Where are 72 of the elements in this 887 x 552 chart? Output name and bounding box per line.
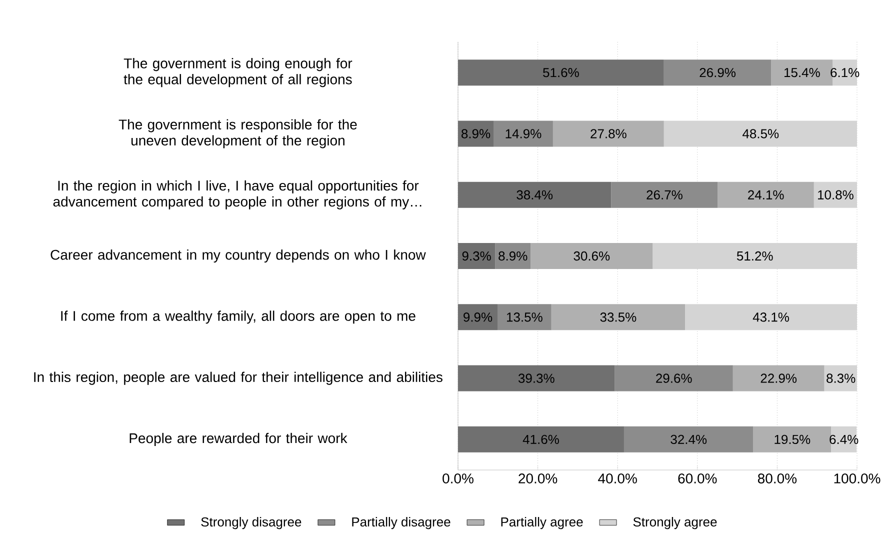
- legend-label: Strongly disagree: [201, 516, 302, 530]
- bar: [664, 120, 858, 147]
- legend-label: Partially disagree: [352, 516, 450, 530]
- y-tick-label: In this region, people are valued for their intelligence and abilities: [34, 372, 442, 385]
- bar: [551, 304, 686, 330]
- y-tick-label: Career advancement in my country depends on who I know: [50, 249, 426, 263]
- y-tick-label: In the region in which I live, I have equal opportunities for advancement compared to people in other regions of my…: [53, 180, 422, 210]
- data-label: 9.9%: [464, 312, 492, 322]
- y-tick-label: People are rewarded for their work: [130, 432, 348, 446]
- bar: [831, 426, 857, 452]
- data-label: 39.3%: [518, 374, 554, 383]
- bar: [458, 365, 615, 392]
- data-label: 48.5%: [742, 129, 779, 138]
- data-label: 26.7%: [646, 190, 682, 200]
- data-label: 10.8%: [818, 190, 854, 200]
- bar: [611, 182, 718, 208]
- x-tick-label: 0.0%: [442, 474, 474, 484]
- data-label: 6.1%: [830, 68, 860, 78]
- data-label: 27.8%: [590, 129, 626, 138]
- data-label: 24.1%: [748, 190, 784, 200]
- data-label: 26.9%: [700, 68, 736, 78]
- bar: [753, 426, 832, 452]
- x-tick-label: 80.0%: [758, 474, 797, 484]
- bar: [498, 304, 552, 330]
- y-tick-label: If I come from a wealthy family, all doors are open to me: [61, 310, 416, 324]
- data-label: 9.3%: [462, 251, 491, 261]
- x-tick-label: 60.0%: [678, 474, 717, 484]
- data-label: 13.5%: [506, 312, 542, 322]
- data-label: 19.5%: [774, 434, 810, 444]
- data-label: 30.6%: [574, 251, 610, 261]
- bar: [732, 365, 824, 392]
- data-label: 29.6%: [656, 374, 692, 383]
- bar: [458, 120, 494, 147]
- data-label: 41.6%: [522, 434, 559, 444]
- bar: [530, 243, 653, 270]
- bar: [824, 365, 858, 392]
- bar: [832, 60, 858, 86]
- x-tick-label: 40.0%: [598, 474, 637, 484]
- data-label: 8.9%: [498, 251, 528, 261]
- bar: [458, 243, 496, 270]
- legend-label: Strongly agree: [633, 516, 717, 530]
- x-tick-label: 20.0%: [518, 474, 558, 484]
- bar: [624, 426, 754, 452]
- bar: [652, 243, 858, 270]
- data-label: 43.1%: [752, 312, 789, 322]
- y-tick-label: The government is doing enough for the equal development of all regions: [124, 58, 352, 88]
- bar: [664, 60, 772, 86]
- bar: [814, 182, 858, 208]
- x-tick-label: 100.0%: [834, 474, 880, 484]
- data-label: 51.2%: [736, 251, 773, 261]
- bar: [458, 426, 624, 452]
- bar: [495, 243, 531, 270]
- data-label: 51.6%: [543, 68, 579, 78]
- data-label: 33.5%: [600, 312, 636, 322]
- legend-label: Partially agree: [501, 516, 583, 530]
- bar: [614, 365, 733, 392]
- bar: [718, 182, 814, 208]
- y-tick-label: The government is responsible for the uneven development of the region: [118, 119, 357, 148]
- data-label: 14.9%: [506, 129, 542, 138]
- data-label: 15.4%: [784, 68, 820, 78]
- bar: [458, 304, 498, 330]
- data-label: 38.4%: [516, 190, 553, 200]
- bar: [494, 120, 553, 147]
- bar: [552, 120, 664, 147]
- data-label: 6.4%: [830, 434, 858, 444]
- data-label: 22.9%: [760, 374, 797, 383]
- bar: [458, 60, 664, 86]
- data-label: 8.3%: [826, 374, 856, 383]
- data-label: 32.4%: [670, 434, 707, 444]
- bar: [685, 304, 858, 330]
- data-label: 8.9%: [462, 129, 490, 138]
- bar: [458, 182, 612, 208]
